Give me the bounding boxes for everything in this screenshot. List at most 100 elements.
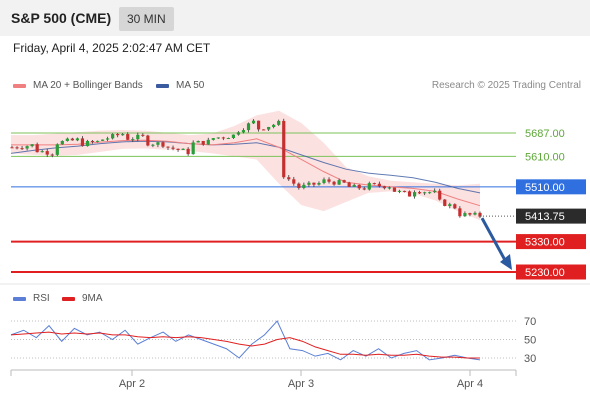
candle-body	[121, 134, 125, 136]
legend-ma50: MA 50	[156, 80, 204, 91]
candle-body	[131, 139, 135, 141]
candle-body	[211, 138, 215, 140]
candle-body	[287, 177, 291, 180]
candle-body	[65, 138, 69, 142]
candle-body	[60, 141, 64, 145]
candle-body	[262, 129, 266, 131]
candle-body	[327, 179, 331, 182]
candle-body	[402, 190, 407, 192]
candle-body	[196, 140, 200, 143]
candle-body	[458, 208, 462, 217]
legend-ma20-label: MA 20 + Bollinger Bands	[33, 80, 143, 91]
candle-body	[337, 180, 341, 185]
candle-body	[35, 144, 39, 153]
candle-body	[412, 192, 417, 197]
last-price-tag	[516, 208, 586, 224]
projection-arrow-head	[500, 254, 512, 270]
candle-body	[116, 134, 120, 136]
legend-rsi-label: RSI	[33, 293, 50, 304]
candle-body	[362, 188, 366, 190]
candle-body	[90, 140, 95, 142]
candle-body	[272, 124, 276, 127]
candle-body	[251, 120, 256, 124]
legend-ma20: MA 20 + Bollinger Bands	[13, 80, 143, 91]
candle-body	[307, 182, 311, 185]
candle-body	[166, 146, 170, 148]
candle-body	[75, 138, 80, 141]
candle-body	[367, 183, 371, 190]
candle-body	[478, 212, 482, 217]
candle-body	[407, 191, 412, 197]
candle-body	[312, 182, 316, 185]
candle-body	[246, 123, 251, 131]
candle-body	[463, 213, 467, 217]
candle-body	[55, 144, 59, 155]
candle-body	[95, 140, 100, 142]
candle-body	[418, 192, 422, 194]
candle-body	[473, 212, 477, 215]
copyright-text: Research © 2025 Trading Central	[431, 80, 581, 91]
candle-body	[30, 144, 34, 147]
candle-body	[221, 137, 225, 139]
level-tag-5510.00	[516, 179, 586, 195]
level-label-5510.00: 5510.00	[525, 182, 565, 194]
candle-body	[392, 187, 397, 192]
chart-datetime: Friday, April 4, 2025 2:02:47 AM CET	[13, 41, 211, 55]
candle-body	[10, 147, 14, 149]
candle-body	[438, 190, 442, 200]
rsi-tick-label: 30	[524, 353, 536, 365]
candle-body	[277, 120, 281, 125]
candle-body	[372, 183, 376, 185]
candle-body	[377, 183, 381, 187]
candle-body	[136, 134, 140, 140]
ma20-swatch	[13, 83, 26, 88]
candle-body	[191, 142, 195, 155]
candle-body	[111, 134, 115, 139]
candle-body	[423, 192, 427, 194]
candle-body	[342, 180, 346, 183]
candle-body	[226, 138, 230, 140]
symbol-title: S&P 500 (CME)	[11, 10, 112, 26]
projection-arrow-shaft	[480, 217, 508, 263]
candle-body	[302, 184, 306, 188]
ma20-line	[11, 138, 481, 207]
level-tag-5230.00	[516, 264, 586, 280]
candle-body	[186, 148, 190, 155]
candle-body	[201, 140, 205, 145]
candle-body	[453, 204, 457, 209]
candle-body	[382, 186, 386, 189]
candle-body	[443, 199, 447, 206]
candle-body	[332, 181, 336, 185]
legend-ma50-label: MA 50	[176, 80, 205, 91]
candle-body	[70, 138, 74, 141]
ma50-line	[10, 140, 481, 194]
candle-body	[387, 187, 392, 189]
candle-body	[282, 120, 286, 178]
candle-body	[106, 138, 110, 140]
rsi-line	[10, 320, 481, 361]
candle-body	[256, 120, 261, 130]
candle-body	[141, 134, 145, 136]
candle-body	[292, 179, 296, 184]
candle-body	[297, 183, 301, 188]
candle-body	[206, 139, 210, 145]
candle-body	[85, 140, 90, 147]
candle-body	[357, 184, 361, 189]
candle-body	[317, 183, 321, 185]
candle-body	[433, 190, 437, 193]
x-tick-label: Apr 3	[288, 378, 314, 390]
rsi-tick-label: 70	[524, 316, 536, 328]
candle-body	[448, 204, 452, 206]
level-label-5230.00: 5230.00	[525, 267, 565, 279]
candle-body	[267, 126, 271, 130]
ma50-swatch	[156, 83, 169, 88]
last-price-label: 5413.75	[525, 211, 565, 223]
candle-body	[468, 213, 472, 215]
legend-rsi: RSI	[13, 293, 50, 304]
timeframe-button[interactable]: 30 MIN	[119, 7, 174, 31]
candle-body	[216, 137, 220, 139]
candle-body	[126, 134, 130, 140]
candle-body	[45, 151, 49, 155]
candle-body	[25, 146, 29, 149]
